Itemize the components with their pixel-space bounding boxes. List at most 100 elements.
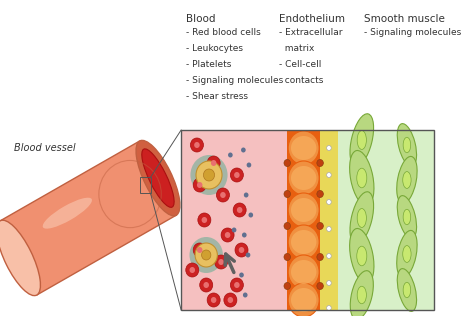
Ellipse shape (244, 192, 248, 198)
Ellipse shape (203, 169, 215, 181)
Ellipse shape (235, 243, 248, 257)
Ellipse shape (284, 191, 291, 198)
Text: - Platelets: - Platelets (186, 60, 231, 69)
Ellipse shape (201, 250, 211, 260)
Ellipse shape (220, 192, 226, 198)
Ellipse shape (219, 259, 224, 265)
Ellipse shape (207, 293, 220, 307)
Text: - Red blood cells: - Red blood cells (186, 28, 261, 37)
Bar (181, 130, 287, 310)
Ellipse shape (211, 160, 217, 166)
Ellipse shape (190, 267, 195, 273)
Text: matrix: matrix (279, 44, 314, 53)
Ellipse shape (350, 114, 374, 166)
Ellipse shape (403, 282, 410, 298)
Ellipse shape (197, 182, 202, 188)
Ellipse shape (291, 230, 316, 254)
Ellipse shape (195, 243, 218, 267)
Ellipse shape (357, 246, 367, 266)
Ellipse shape (291, 198, 316, 222)
Ellipse shape (230, 168, 243, 182)
Bar (287, 130, 320, 310)
Ellipse shape (317, 191, 323, 198)
Ellipse shape (357, 209, 366, 228)
Ellipse shape (397, 124, 417, 167)
Ellipse shape (221, 228, 234, 242)
Ellipse shape (403, 246, 411, 262)
Ellipse shape (397, 196, 417, 238)
Text: Endothelium: Endothelium (279, 14, 345, 24)
Bar (320, 130, 338, 310)
Text: Smooth muscle: Smooth muscle (364, 14, 445, 24)
Ellipse shape (234, 282, 240, 288)
Ellipse shape (288, 225, 319, 259)
Ellipse shape (239, 272, 244, 277)
Ellipse shape (284, 160, 291, 167)
Ellipse shape (224, 293, 237, 307)
Ellipse shape (288, 255, 319, 289)
Ellipse shape (327, 253, 331, 258)
Ellipse shape (327, 173, 331, 178)
Ellipse shape (191, 155, 228, 195)
Ellipse shape (243, 293, 247, 297)
Ellipse shape (241, 148, 246, 153)
Ellipse shape (327, 227, 331, 232)
Ellipse shape (397, 230, 417, 277)
Ellipse shape (142, 149, 174, 207)
Ellipse shape (232, 228, 237, 233)
Ellipse shape (284, 283, 291, 289)
Ellipse shape (228, 153, 233, 157)
Ellipse shape (327, 281, 331, 285)
Ellipse shape (196, 161, 222, 189)
Ellipse shape (193, 243, 206, 257)
Ellipse shape (350, 228, 374, 283)
Text: - Cell-cell: - Cell-cell (279, 60, 321, 69)
Ellipse shape (43, 198, 92, 229)
Ellipse shape (288, 161, 319, 195)
Ellipse shape (291, 288, 316, 312)
Ellipse shape (284, 222, 291, 229)
Ellipse shape (230, 278, 243, 292)
Text: - Extracellular: - Extracellular (279, 28, 342, 37)
Ellipse shape (291, 166, 316, 190)
Ellipse shape (288, 131, 319, 165)
Ellipse shape (350, 150, 374, 205)
Ellipse shape (211, 297, 217, 303)
Ellipse shape (403, 137, 410, 153)
Ellipse shape (317, 283, 323, 289)
Ellipse shape (357, 286, 366, 304)
Ellipse shape (327, 306, 331, 311)
Ellipse shape (191, 138, 203, 152)
Ellipse shape (234, 172, 240, 178)
Bar (338, 130, 434, 310)
Ellipse shape (217, 188, 229, 202)
Ellipse shape (397, 269, 417, 311)
Ellipse shape (317, 253, 323, 260)
Ellipse shape (193, 178, 206, 192)
Ellipse shape (397, 156, 417, 204)
Ellipse shape (327, 199, 331, 204)
Ellipse shape (237, 207, 242, 213)
Text: Blood vessel: Blood vessel (14, 143, 75, 153)
Ellipse shape (317, 160, 323, 167)
Ellipse shape (225, 232, 230, 238)
Text: - Shear stress: - Shear stress (186, 92, 248, 101)
Text: contacts: contacts (279, 76, 323, 85)
Bar (181, 130, 434, 310)
Ellipse shape (200, 278, 213, 292)
Polygon shape (0, 141, 176, 295)
Ellipse shape (357, 131, 366, 149)
Ellipse shape (248, 212, 253, 217)
Bar (140, 177, 151, 193)
Ellipse shape (233, 203, 246, 217)
Text: Blood: Blood (186, 14, 215, 24)
Ellipse shape (201, 217, 207, 223)
Ellipse shape (198, 213, 211, 227)
Text: - Signaling molecules: - Signaling molecules (186, 76, 283, 85)
Ellipse shape (186, 263, 199, 277)
Ellipse shape (197, 247, 202, 253)
Ellipse shape (215, 255, 228, 269)
Ellipse shape (288, 193, 319, 227)
Ellipse shape (242, 233, 246, 238)
Ellipse shape (350, 271, 374, 316)
